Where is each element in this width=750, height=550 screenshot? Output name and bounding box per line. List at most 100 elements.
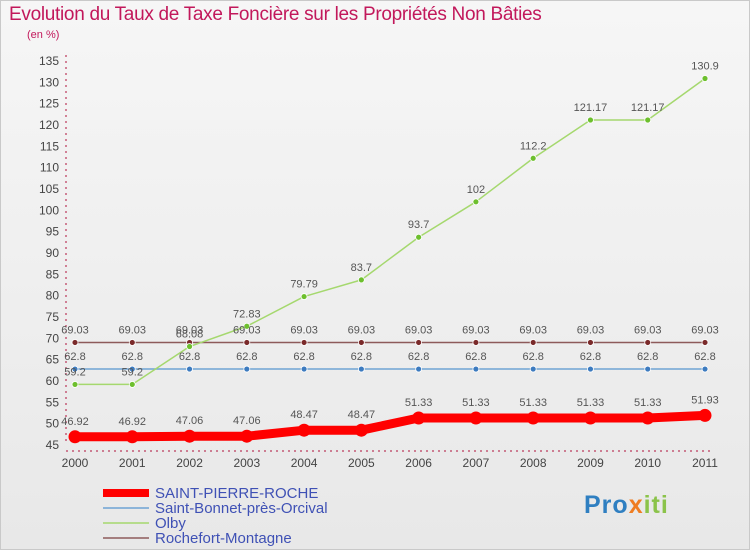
y-tick-label: 95 xyxy=(46,225,60,239)
point-3 xyxy=(243,339,251,346)
chart-title: Evolution du Taux de Taxe Foncière sur l… xyxy=(9,4,542,25)
point-3 xyxy=(357,339,365,346)
point-1 xyxy=(243,365,251,373)
data-label-1: 62.8 xyxy=(408,351,429,363)
logo-part1: Pro xyxy=(584,491,629,519)
x-tick-label: 2006 xyxy=(405,456,432,470)
point-1 xyxy=(472,365,480,373)
data-label-2: 59.2 xyxy=(64,366,85,378)
y-tick-label: 110 xyxy=(40,161,59,175)
data-label-2: 83.7 xyxy=(351,262,372,274)
data-label-0: 51.93 xyxy=(691,394,719,406)
legend-label-1: Saint-Bonnet-près-Orcival xyxy=(155,500,328,517)
data-label-0: 48.47 xyxy=(348,409,376,421)
point-0 xyxy=(240,429,254,443)
x-tick-label: 2008 xyxy=(520,456,547,470)
x-tick-label: 2001 xyxy=(119,456,146,470)
point-1 xyxy=(186,365,193,373)
y-tick-label: 125 xyxy=(39,97,59,111)
series-line-0 xyxy=(70,410,710,442)
logo-part3: iti xyxy=(643,491,669,519)
y-tick-label: 65 xyxy=(46,353,60,367)
y-tick-label: 135 xyxy=(39,54,59,68)
logo-part2: x xyxy=(628,491,644,519)
data-label-2: 93.7 xyxy=(408,219,429,231)
point-0 xyxy=(641,411,655,425)
data-label-1: 62.8 xyxy=(236,351,257,363)
chart-unit: (en %) xyxy=(27,29,60,41)
point-2 xyxy=(186,343,193,350)
y-tick-label: 55 xyxy=(46,395,60,409)
data-label-1: 62.8 xyxy=(580,351,601,363)
y-tick-label: 120 xyxy=(39,118,59,132)
x-tick-label: 2003 xyxy=(233,456,260,470)
data-label-0: 46.92 xyxy=(119,416,147,428)
legend-label-0: SAINT-PIERRE-ROCHE xyxy=(155,485,318,502)
data-label-3: 69.03 xyxy=(119,324,147,336)
point-0 xyxy=(125,430,139,444)
point-3 xyxy=(701,339,709,346)
point-2 xyxy=(357,276,365,284)
data-label-0: 51.33 xyxy=(634,397,662,409)
data-label-1: 62.8 xyxy=(694,351,715,363)
point-2 xyxy=(300,293,308,300)
point-0 xyxy=(526,411,540,425)
point-2 xyxy=(472,198,480,206)
data-label-2: 59.2 xyxy=(122,366,143,378)
data-label-0: 47.06 xyxy=(233,415,261,427)
data-label-2: 79.79 xyxy=(290,279,318,291)
data-label-3: 69.03 xyxy=(233,324,261,336)
point-3 xyxy=(415,339,423,346)
data-label-1: 62.8 xyxy=(179,351,200,363)
point-1 xyxy=(128,365,136,373)
legend: SAINT-PIERRE-ROCHESaint-Bonnet-près-Orci… xyxy=(103,485,328,547)
data-label-3: 69.03 xyxy=(290,324,318,336)
point-2 xyxy=(529,154,537,162)
point-0 xyxy=(68,430,82,444)
data-label-0: 46.92 xyxy=(61,416,89,428)
data-label-3: 69.03 xyxy=(462,324,490,336)
data-label-0: 51.33 xyxy=(519,397,547,409)
data-labels: 46.92 46.92 47.06 47.06 48.47 48.47 51.33 51.33… xyxy=(61,60,719,427)
point-1 xyxy=(701,365,709,373)
x-tick-label: 2010 xyxy=(634,456,661,470)
x-tick-label: 2007 xyxy=(463,456,490,470)
axes: 45 50 55 60 65 70 75 80 85 90 95 100 105 110 115 120 125… xyxy=(39,54,718,470)
series-line-2 xyxy=(74,77,706,386)
point-1 xyxy=(71,365,79,373)
y-tick-label: 115 xyxy=(40,139,59,153)
point-2 xyxy=(701,75,709,82)
x-tick-label: 2011 xyxy=(692,456,718,470)
y-tick-label: 105 xyxy=(39,182,59,196)
point-3 xyxy=(587,339,594,346)
point-0 xyxy=(583,411,597,425)
x-tick-label: 2009 xyxy=(577,456,604,470)
data-label-0: 48.47 xyxy=(290,409,318,421)
point-1 xyxy=(529,365,537,373)
y-tick-label: 90 xyxy=(46,246,60,260)
point-2 xyxy=(415,233,423,241)
y-tick-label: 45 xyxy=(46,438,60,452)
x-tick-label: 2004 xyxy=(291,456,318,470)
point-0 xyxy=(469,411,483,425)
point-0 xyxy=(297,423,311,437)
data-label-2: 102 xyxy=(467,184,485,196)
data-label-1: 62.8 xyxy=(122,351,143,363)
data-label-1: 62.8 xyxy=(637,351,658,363)
y-tick-label: 130 xyxy=(39,75,59,89)
point-3 xyxy=(644,339,652,346)
data-label-3: 69.03 xyxy=(634,324,662,336)
point-3 xyxy=(128,339,136,346)
point-3 xyxy=(472,339,480,346)
legend-label-2: Olby xyxy=(155,515,186,532)
y-tick-label: 100 xyxy=(39,203,59,217)
data-label-1: 62.8 xyxy=(351,351,372,363)
data-label-2: 112.2 xyxy=(520,140,547,152)
data-label-2: 130.9 xyxy=(691,60,719,72)
y-tick-label: 70 xyxy=(46,331,60,345)
data-label-0: 47.06 xyxy=(176,415,204,427)
data-label-3: 69.03 xyxy=(577,324,605,336)
point-0 xyxy=(412,411,426,425)
data-label-0: 51.33 xyxy=(577,397,605,409)
